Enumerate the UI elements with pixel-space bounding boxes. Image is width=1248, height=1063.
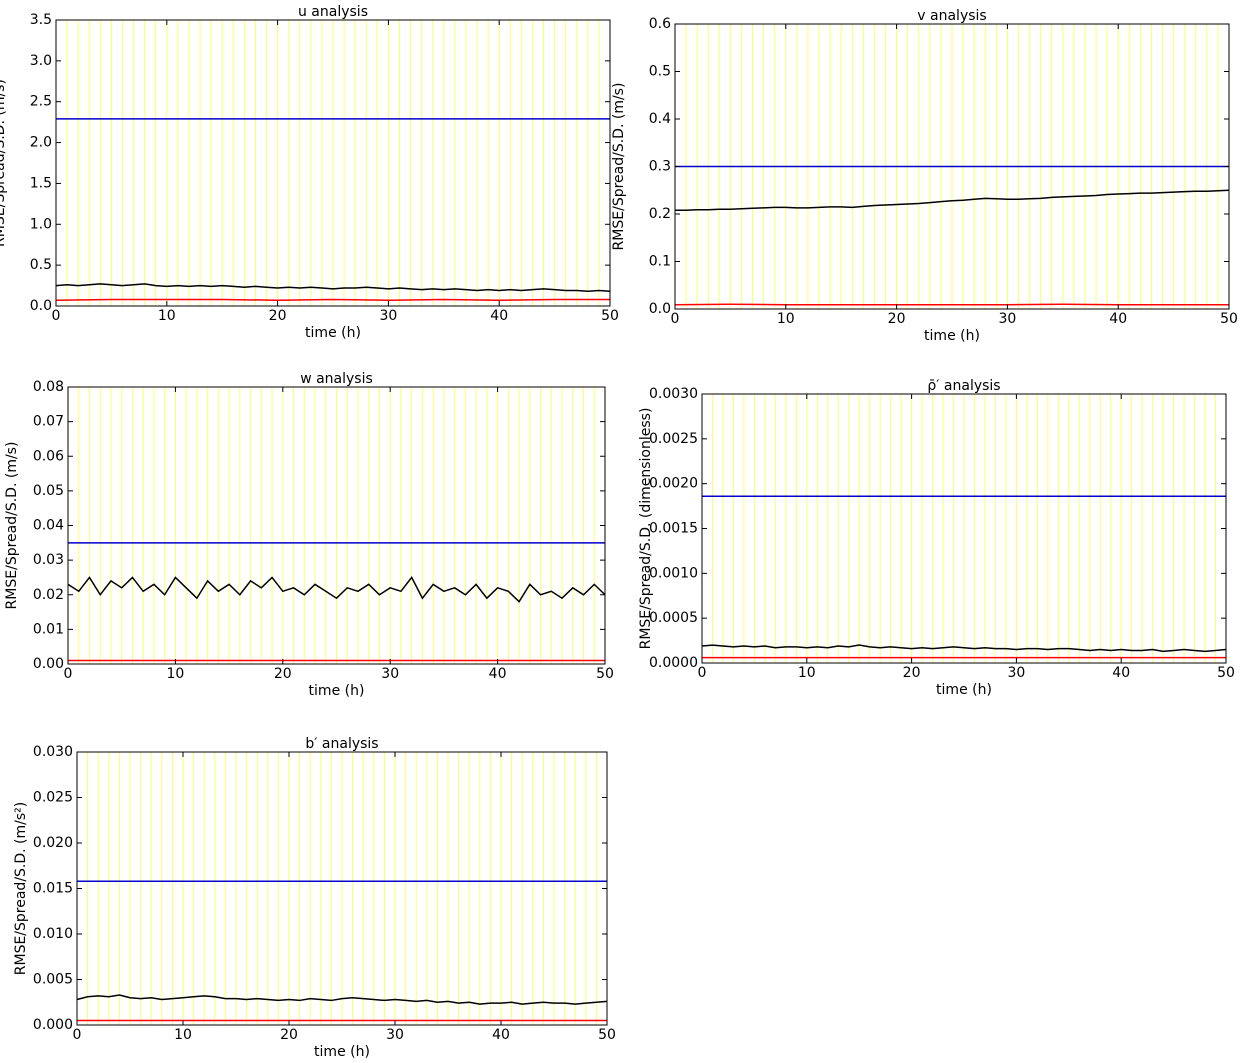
x-tick-label: 20	[888, 311, 906, 327]
x-tick-label: 10	[777, 311, 795, 327]
x-tick-label: 20	[280, 1027, 298, 1043]
y-tick-label: 2.0	[30, 135, 52, 151]
y-axis-label: RMSE/Spread/S.D. (m/s)	[4, 442, 20, 610]
y-tick-label: 2.5	[30, 94, 52, 110]
x-tick-label: 40	[490, 308, 508, 324]
y-tick-label: 0.2	[649, 206, 671, 222]
x-tick-label: 0	[64, 666, 73, 682]
y-tick-label: 0.00	[33, 656, 64, 672]
x-tick-label: 30	[998, 311, 1016, 327]
y-tick-label: 0.03	[33, 552, 64, 568]
x-tick-label: 0	[52, 308, 61, 324]
x-tick-label: 0	[671, 311, 680, 327]
y-tick-label: 0.0000	[649, 655, 698, 671]
chart-title: ρ̄′ analysis	[927, 378, 1000, 394]
y-tick-label: 0.0025	[649, 431, 698, 447]
series-line	[67, 576, 606, 603]
x-tick-label: 50	[1220, 311, 1238, 327]
x-tick-label: 20	[903, 665, 921, 681]
y-tick-label: 0.07	[33, 414, 64, 430]
y-tick-label: 0.030	[33, 744, 73, 760]
y-tick-label: 0.4	[649, 111, 671, 127]
x-tick-label: 50	[596, 666, 614, 682]
subplot: 0.0000 0.0005 0.0010 0.0015 0.0020 0.0025 0.00…	[638, 378, 1235, 698]
y-tick-label: 0.01	[33, 621, 64, 637]
y-tick-label: 0.0015	[649, 521, 698, 537]
y-tick-label: 1.0	[30, 216, 52, 232]
y-axis-label: RMSE/Spread/S.D. (m/s²)	[13, 802, 29, 975]
x-tick-label: 50	[598, 1027, 616, 1043]
y-tick-label: 0.05	[33, 483, 64, 499]
subplot: 0.0 0.1 0.2 0.3 0.4 0.5 0.6 0 10 20 30 40 50 v analys…	[611, 8, 1238, 344]
x-axis-label: time (h)	[305, 325, 361, 341]
y-axis-label: RMSE/Spread/S.D. (m/s)	[0, 79, 8, 247]
chart-title: w analysis	[300, 371, 373, 387]
chart-title: v analysis	[917, 8, 986, 24]
y-tick-label: 0.0020	[649, 476, 698, 492]
y-tick-label: 0.015	[33, 881, 73, 897]
subplot: 0.00 0.01 0.02 0.03 0.04 0.05 0.06 0.07 0.08 0 10 2…	[4, 371, 614, 699]
y-tick-label: 0.1	[649, 254, 671, 270]
y-tick-label: 0.02	[33, 587, 64, 603]
y-tick-label: 0.6	[649, 16, 671, 32]
x-tick-label: 10	[166, 666, 184, 682]
y-tick-label: 0.010	[33, 926, 73, 942]
x-tick-label: 30	[386, 1027, 404, 1043]
series-line	[76, 994, 608, 1005]
y-axis-label: RMSE/Spread/S.D. (dimensionless)	[638, 408, 654, 650]
series-line	[55, 283, 611, 293]
x-tick-label: 30	[381, 666, 399, 682]
y-tick-label: 0.0	[30, 298, 52, 314]
x-axis-label: time (h)	[924, 328, 980, 344]
x-tick-label: 10	[798, 665, 816, 681]
y-tick-label: 1.5	[30, 175, 52, 191]
y-tick-label: 0.3	[649, 159, 671, 175]
x-tick-label: 10	[174, 1027, 192, 1043]
x-tick-label: 0	[698, 665, 707, 681]
series-line	[675, 189, 1230, 211]
y-tick-label: 0.020	[33, 835, 73, 851]
x-tick-label: 20	[269, 308, 287, 324]
chart-title: b′ analysis	[305, 736, 378, 752]
x-tick-label: 0	[73, 1027, 82, 1043]
y-axis-label: RMSE/Spread/S.D. (m/s)	[611, 83, 627, 251]
y-tick-label: 0.0010	[649, 565, 698, 581]
x-axis-label: time (h)	[309, 683, 365, 699]
y-tick-label: 0.5	[649, 64, 671, 80]
plot-frame	[55, 19, 611, 307]
y-tick-label: 0.0	[649, 301, 671, 317]
x-tick-label: 20	[274, 666, 292, 682]
x-tick-label: 40	[489, 666, 507, 682]
x-tick-label: 40	[492, 1027, 510, 1043]
y-tick-label: 0.0005	[649, 610, 698, 626]
series-line	[701, 644, 1227, 653]
y-tick-label: 0.06	[33, 448, 64, 464]
y-tick-label: 0.08	[33, 379, 64, 395]
x-tick-label: 30	[379, 308, 397, 324]
x-axis-label: time (h)	[936, 682, 992, 698]
x-axis-label: time (h)	[314, 1044, 370, 1060]
y-tick-label: 3.0	[30, 53, 52, 69]
x-tick-label: 50	[601, 308, 619, 324]
y-tick-label: 0.0030	[649, 386, 698, 402]
y-tick-label: 0.04	[33, 518, 64, 534]
x-tick-label: 40	[1109, 311, 1127, 327]
series-line	[55, 298, 610, 302]
x-tick-label: 40	[1112, 665, 1130, 681]
chart-title: u analysis	[298, 4, 368, 20]
y-tick-label: 3.5	[30, 12, 52, 28]
y-tick-label: 0.005	[33, 972, 73, 988]
x-tick-label: 50	[1217, 665, 1235, 681]
subplot: 0.0 0.5 1.0 1.5 2.0 2.5 3.0 3.5 0 10 20 30 40 50 u ana…	[0, 4, 619, 341]
y-tick-label: 0.000	[33, 1017, 73, 1033]
y-tick-label: 0.5	[30, 257, 52, 273]
x-tick-label: 10	[158, 308, 176, 324]
subplot: 0.000 0.005 0.010 0.015 0.020 0.025 0.030 0 10 20…	[13, 736, 616, 1060]
x-tick-label: 30	[1007, 665, 1025, 681]
y-tick-label: 0.025	[33, 790, 73, 806]
